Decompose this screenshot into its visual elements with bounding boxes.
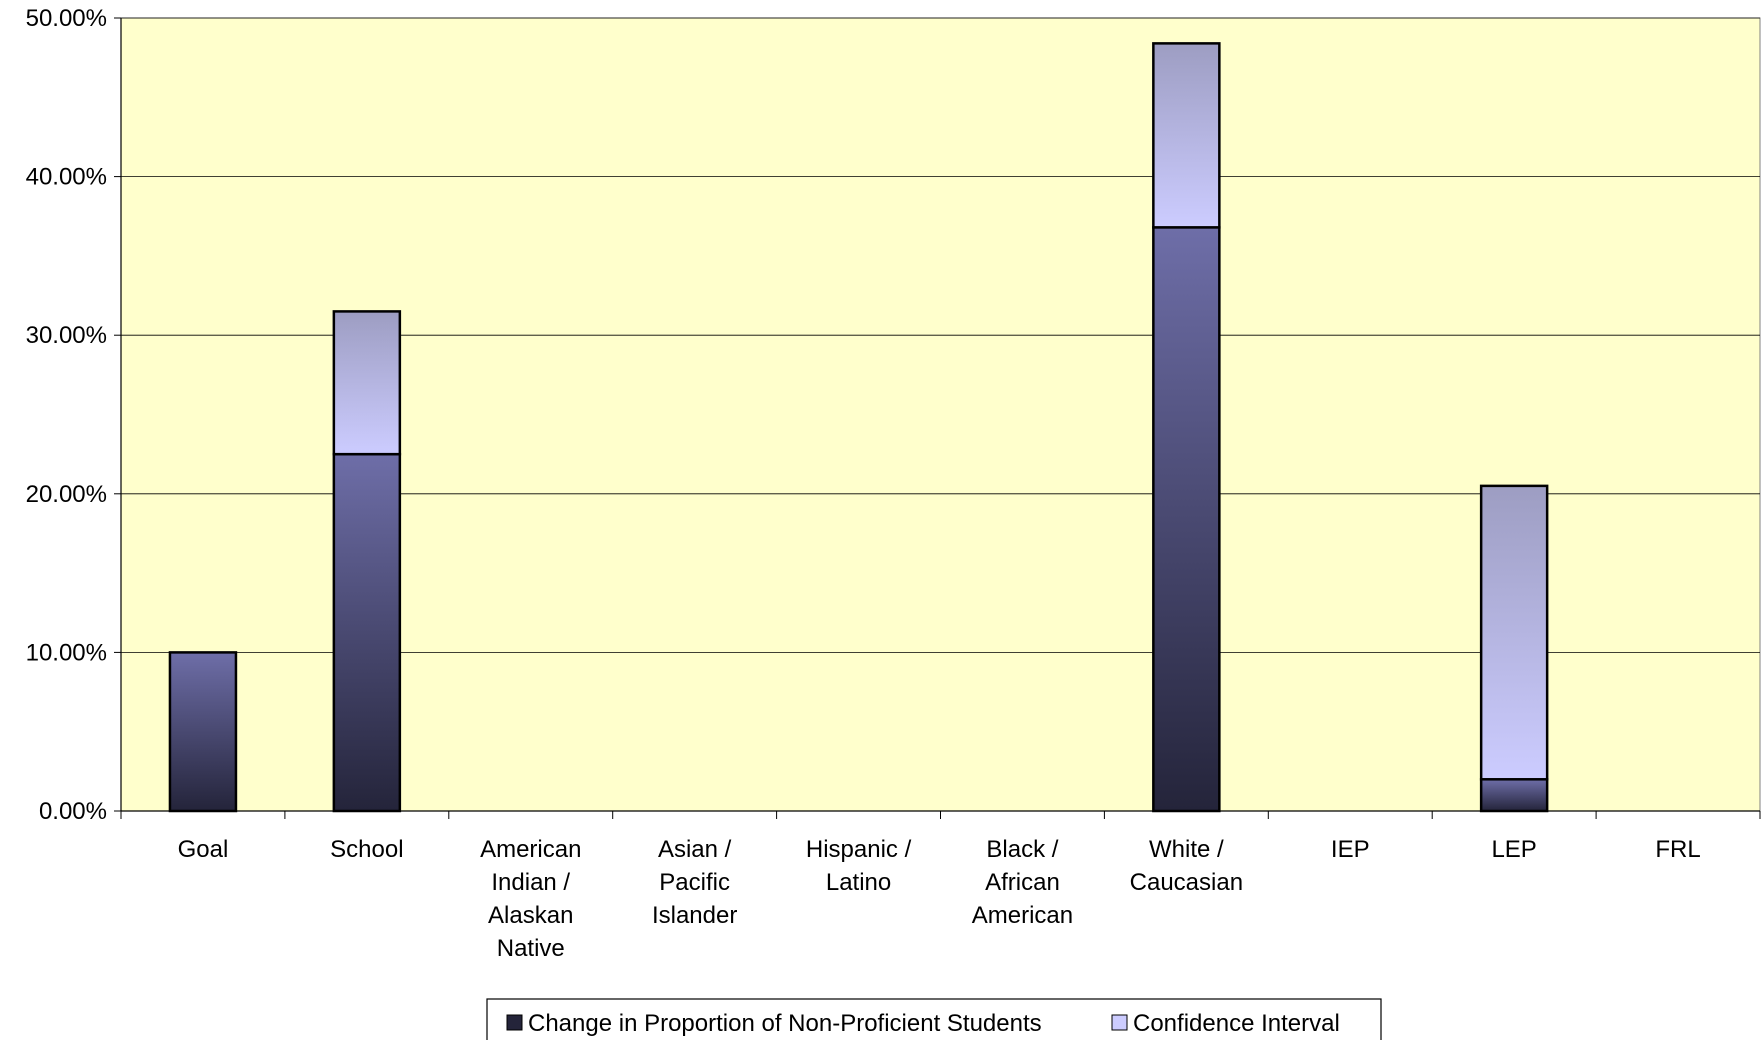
y-tick-label: 0.00%: [39, 798, 107, 825]
y-tick-label: 50.00%: [26, 5, 107, 32]
bar-confidence-interval: [1153, 43, 1219, 227]
legend-swatch-change-in-proportion: [507, 1015, 522, 1030]
x-category-label: LEP: [1491, 836, 1536, 863]
bar-confidence-interval: [334, 311, 400, 454]
x-category-label: IEP: [1331, 836, 1370, 863]
legend-label-confidence-interval: Confidence Interval: [1133, 1010, 1340, 1037]
y-tick-label: 40.00%: [26, 164, 107, 191]
legend-swatch-confidence-interval: [1112, 1015, 1127, 1030]
bar-change-in-proportion: [334, 454, 400, 811]
y-tick-label: 10.00%: [26, 639, 107, 666]
x-category-label: White / Caucasian: [1130, 836, 1243, 896]
legend: Change in Proportion of Non-Proficient S…: [487, 999, 1381, 1040]
bar-change-in-proportion: [1153, 227, 1219, 811]
x-category-label: FRL: [1655, 836, 1700, 863]
legend-label-change-in-proportion: Change in Proportion of Non-Proficient S…: [528, 1010, 1042, 1037]
bar-confidence-interval: [1481, 486, 1547, 779]
x-category-label: School: [330, 836, 403, 863]
y-tick-label: 30.00%: [26, 322, 107, 349]
x-category-label: American Indian / Alaskan Native: [480, 836, 581, 962]
y-tick-label: 20.00%: [26, 481, 107, 508]
x-axis-category-labels: Goal School American Indian / Alaskan Native A…: [178, 836, 1701, 962]
y-axis-tick-labels: 0.00% 10.00% 20.00% 30.00% 40.00% 50.00%: [26, 5, 107, 825]
x-category-label: Asian / Pacific Islander: [652, 836, 737, 929]
bar-change-in-proportion: [170, 652, 236, 811]
x-category-label: Hispanic / Latino: [806, 836, 912, 896]
x-category-label: Black / African American: [972, 836, 1073, 929]
x-category-label: Goal: [178, 836, 229, 863]
bar-change-in-proportion: [1481, 779, 1547, 811]
